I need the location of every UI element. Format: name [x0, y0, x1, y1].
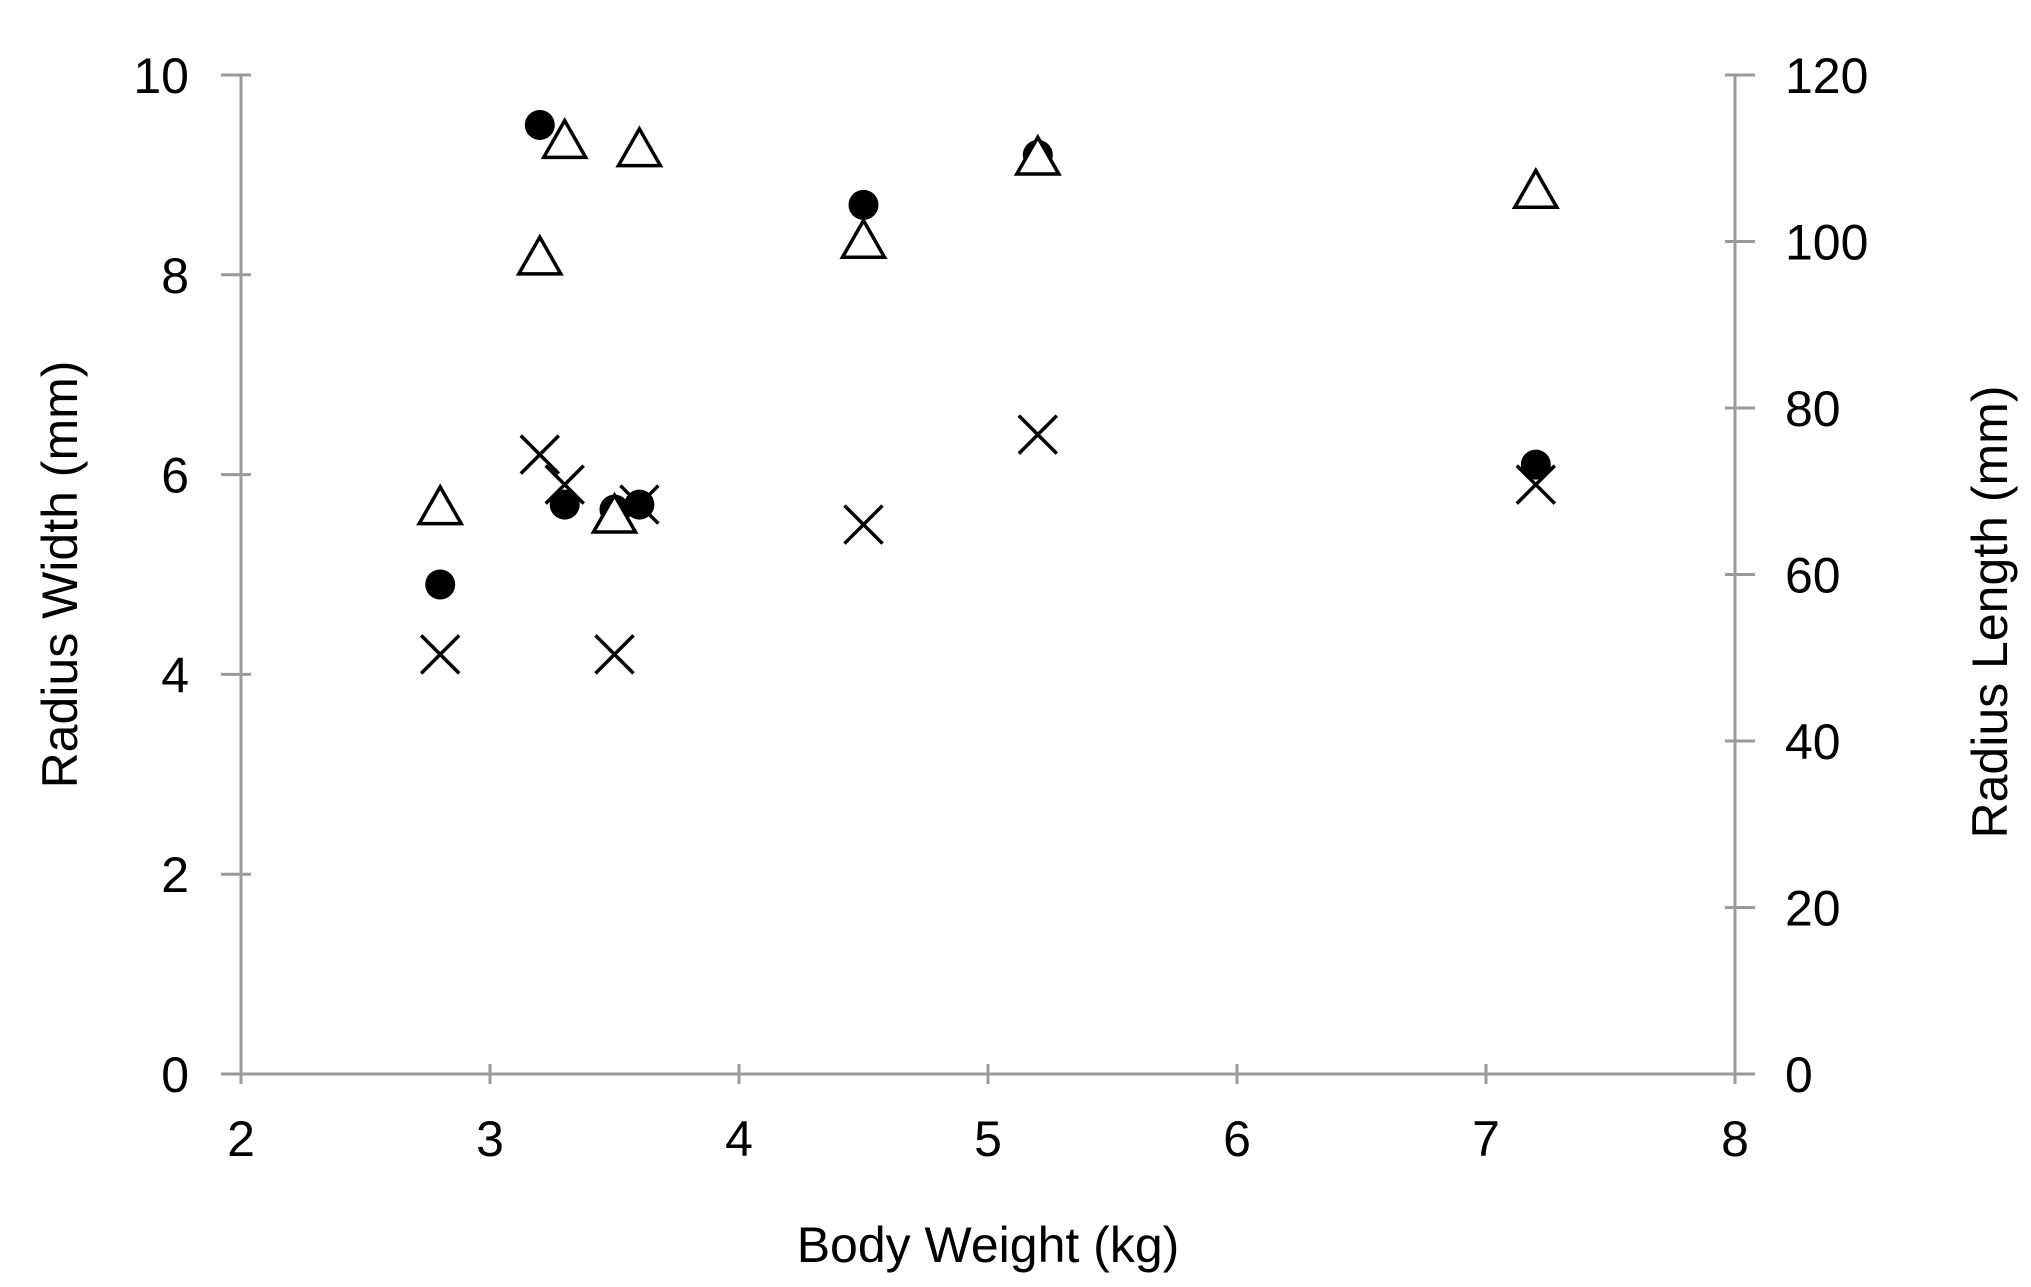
x-point	[1515, 464, 1557, 505]
x-tick-label: 3	[476, 1111, 504, 1167]
triangle-point	[615, 125, 664, 168]
circle-point	[524, 109, 555, 140]
triangle-point	[515, 233, 564, 276]
y2-tick-label: 120	[1785, 48, 1868, 104]
triangle-point	[416, 483, 465, 526]
y-tick-label: 0	[161, 1047, 189, 1103]
x-point	[419, 634, 461, 675]
circle-point	[549, 489, 580, 520]
circle-point	[848, 189, 879, 220]
x-tick-label: 4	[725, 1111, 753, 1167]
x-point	[544, 464, 585, 505]
y-tick-label: 4	[161, 647, 189, 703]
triangle-point	[839, 216, 888, 259]
tick-marks	[221, 73, 1755, 1084]
x-tick-label: 2	[227, 1111, 255, 1167]
y2-tick-label: 20	[1785, 881, 1841, 937]
circle-point	[425, 569, 456, 600]
data-points	[416, 109, 1560, 675]
x-tick-label: 8	[1721, 1111, 1749, 1167]
y-tick-label: 10	[133, 48, 189, 104]
triangle-point	[590, 491, 639, 534]
x-point	[519, 434, 561, 475]
y2-axis-title: Radius Length (mm)	[1962, 386, 2018, 839]
circle-point	[1520, 449, 1551, 480]
triangle-point	[1013, 133, 1062, 176]
x-tick-label: 7	[1472, 1111, 1500, 1167]
x-point	[843, 504, 884, 545]
triangle-point	[540, 117, 589, 160]
y-tick-label: 8	[161, 248, 189, 304]
x-axis-title: Body Weight (kg)	[797, 1217, 1180, 1273]
y2-tick-label: 60	[1785, 548, 1841, 604]
x-tick-label: 5	[974, 1111, 1002, 1167]
triangle-point	[1511, 167, 1560, 210]
x-point	[594, 634, 635, 675]
y2-tick-label: 40	[1785, 714, 1841, 770]
y-axis-title: Radius Width (mm)	[32, 361, 88, 789]
y2-tick-label: 100	[1785, 215, 1868, 271]
x-point	[1017, 414, 1059, 455]
y-tick-label: 2	[161, 847, 189, 903]
y2-tick-label: 0	[1785, 1047, 1813, 1103]
y2-tick-label: 80	[1785, 381, 1841, 437]
y-tick-label: 6	[161, 448, 189, 504]
x-tick-label: 6	[1223, 1111, 1251, 1167]
